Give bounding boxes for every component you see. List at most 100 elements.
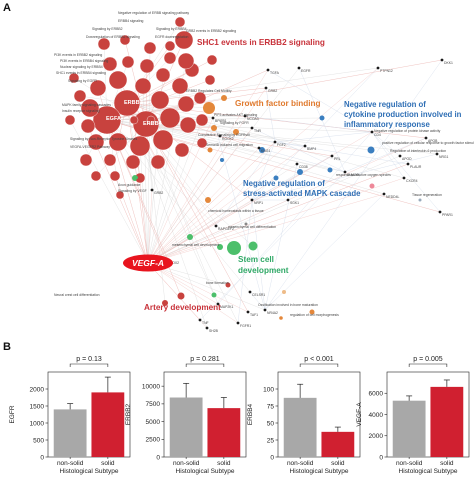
y-tick-label: 6000 xyxy=(369,391,384,398)
gene-node xyxy=(370,130,374,134)
panel-a-network: A GRB2 NCOA3 TNR FGF2 BPIFB1 ROCK2 TGFA EGFR PTP… xyxy=(3,2,474,333)
term-label: Nuclear signaling by ERBB4 xyxy=(60,65,103,69)
term-label: response to reactive oxygen species xyxy=(336,173,391,177)
term-node-red xyxy=(92,105,122,135)
gene-label: NR4A2 xyxy=(267,311,278,315)
term-label: Axon guidance xyxy=(118,183,141,187)
network-node-labels: GRB2 NCOA3 TNR FGF2 BPIFB1 ROCK2 TGFA EGFR PTPN1… xyxy=(54,11,474,333)
y-tick-label: 2000 xyxy=(30,386,45,393)
term-label: Signaling by VEGF xyxy=(118,189,147,193)
x-axis-label: Histological Subtype xyxy=(176,468,235,475)
gene-label: FGF2 xyxy=(277,143,286,147)
gene-node xyxy=(424,136,428,140)
term-node-blue xyxy=(319,115,325,121)
y-tick-label: 7500 xyxy=(146,401,161,408)
term-label: VEGFA-VEGFR2 Pathway xyxy=(70,145,110,149)
term-node-green xyxy=(187,234,193,240)
term-node-red xyxy=(103,153,117,167)
x-tick-label: solid xyxy=(440,460,454,467)
term-node-red xyxy=(174,16,186,28)
significance-bracket xyxy=(185,363,225,367)
gene-node xyxy=(150,188,154,192)
term-label: Regulation of interleukin-6 production xyxy=(390,149,446,153)
term-node-red xyxy=(134,77,152,95)
term-label: SHC1 events in ERBB4 signaling xyxy=(56,71,106,75)
gene-node xyxy=(435,152,439,156)
term-node-red xyxy=(150,90,170,110)
chart-frame xyxy=(277,371,361,458)
term-label: regulation of cell morphogenesis xyxy=(290,313,339,317)
gene-node xyxy=(211,116,215,120)
cluster-label-growth-factor: Growth factor binding xyxy=(235,99,321,108)
term-node-red xyxy=(90,170,102,182)
gene-label: TNR xyxy=(254,129,262,133)
bar-chart-egfr: 0 500 1000 1500 2000 EGFR non-solid solidHistol… xyxy=(9,356,131,475)
term-node-red xyxy=(155,67,171,83)
term-node-blue xyxy=(327,167,333,173)
term-node-red xyxy=(108,132,128,152)
bar-non-solid xyxy=(392,400,426,457)
term-node-misc xyxy=(282,290,286,294)
gene-label: GRB2 xyxy=(154,191,163,195)
gene-label: EGFR xyxy=(301,69,311,73)
term-node-red xyxy=(64,114,76,126)
term-label: PI3K events in ERBB4 signaling xyxy=(60,59,108,63)
y-tick-label: 1500 xyxy=(30,403,45,410)
y-axis-label: ERBB4 xyxy=(247,403,254,425)
term-node-green xyxy=(227,241,241,255)
term-node-red xyxy=(150,154,166,170)
cluster-label-negreg-mapk-2: stress-activated MAPK cascade xyxy=(243,189,361,198)
term-node-red xyxy=(87,133,105,151)
cluster-label-negreg-mapk-1: Negative regulation of xyxy=(243,179,325,188)
term-node-orange xyxy=(203,102,215,114)
y-tick-label: 0 xyxy=(40,454,44,461)
term-label: Negative regulation of ERBB signaling pa… xyxy=(118,11,189,15)
y-axis-label: ERBB2 xyxy=(125,403,132,425)
term-node-red xyxy=(119,34,131,46)
gene-node xyxy=(295,162,299,166)
term-node-misc xyxy=(369,183,375,189)
gene-node xyxy=(440,58,444,62)
chart-frame xyxy=(163,371,247,458)
chart-frame xyxy=(47,371,131,458)
term-node-blue xyxy=(297,169,303,175)
gene-node xyxy=(248,290,252,294)
gene-label: RAPGEF2 xyxy=(218,227,234,231)
erbb4-hub-label: ERBB4 xyxy=(143,121,163,127)
gene-node xyxy=(263,308,267,312)
gene-label: SH2B xyxy=(209,329,219,333)
y-tick-label: 100 xyxy=(263,386,274,393)
term-node-green xyxy=(217,244,223,250)
term-node-blue xyxy=(273,175,279,181)
term-label: Signaling by ERBB2 xyxy=(92,27,123,31)
cluster-label-shc1: SHC1 events in ERBB2 signaling xyxy=(197,38,325,47)
y-axis-label: EGFR xyxy=(9,405,16,423)
significance-bracket xyxy=(299,363,339,367)
gene-node xyxy=(438,210,442,214)
term-node-red xyxy=(174,30,194,50)
gene-label: PRL xyxy=(334,157,341,161)
term-label: mesenchymal cell differentiation xyxy=(228,225,276,229)
gene-label: NEDD4L xyxy=(386,195,399,199)
gene-node xyxy=(257,146,261,150)
p-value-label: p = 0.005 xyxy=(413,356,442,363)
gene-node xyxy=(205,326,209,330)
gene-label: SGK1 xyxy=(290,201,299,205)
term-label: ERBB2 Regulates Cell Motility xyxy=(186,89,232,93)
gene-label: TNF xyxy=(202,321,209,325)
gene-label: SMAD5 xyxy=(347,173,359,177)
gene-label: CD4 xyxy=(374,133,381,137)
bar-solid xyxy=(430,386,464,457)
term-label: Insulin receptor signaling xyxy=(62,109,100,113)
bar-chart-erbb2: 0 2500 5000 7500 10000 ERBB2 non-solid solidHis… xyxy=(125,356,247,475)
y-tick-label: 0 xyxy=(379,454,383,461)
gene-label: CD38 xyxy=(299,165,308,169)
x-axis-label: Histological Subtype xyxy=(399,468,458,475)
term-label: Signaling by FGFR xyxy=(220,121,249,125)
gene-label: MAP2K1 xyxy=(220,305,233,309)
y-tick-label: 5000 xyxy=(146,419,161,426)
panel-b-letter: B xyxy=(3,341,11,353)
gene-node xyxy=(330,154,334,158)
network-edges xyxy=(69,21,443,329)
